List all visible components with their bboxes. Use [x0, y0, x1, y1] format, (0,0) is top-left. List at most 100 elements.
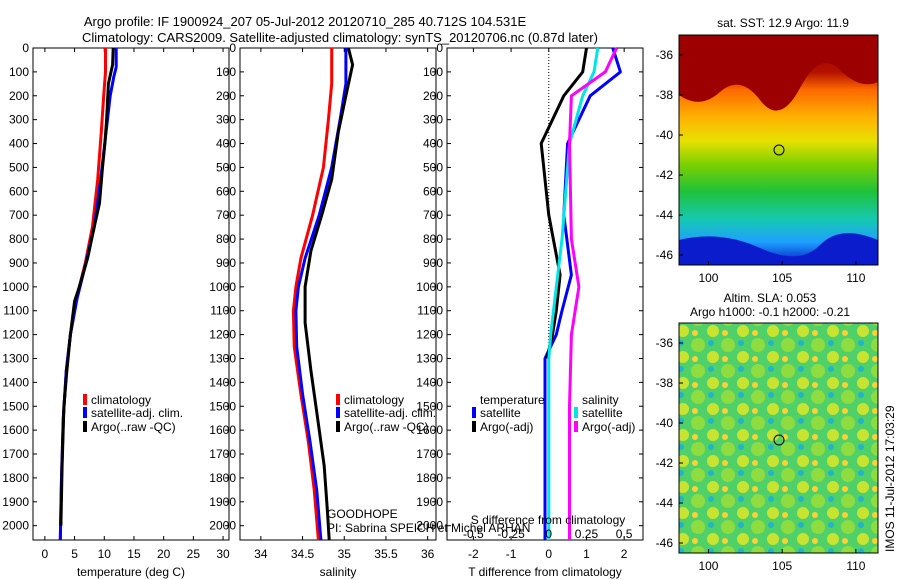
depth-tick-label: 500 [423, 160, 443, 174]
lon-tick-label: 105 [772, 559, 792, 573]
lat-tick-label: -40 [656, 416, 674, 430]
lat-tick-label: -44 [656, 208, 674, 222]
legend-swatch-argo [83, 421, 87, 432]
series-line-argo-raw-qc- [59, 47, 115, 526]
depth-tick-label: 400 [9, 137, 29, 151]
depth-tick-label: 1100 [210, 304, 236, 318]
temperature-xlabel: temperature (deg C) [77, 565, 185, 579]
depth-tick-label: 2000 [209, 519, 236, 533]
depth-tick-label: 200 [216, 89, 236, 103]
depth-tick-label: 300 [216, 113, 236, 127]
x-tick-label: 35 [338, 547, 352, 561]
depth-tick-label: 1800 [2, 471, 29, 485]
project-name: GOODHOPE [327, 507, 398, 521]
depth-tick-label: 400 [216, 137, 236, 151]
legend-label-climatology: climatology [91, 393, 151, 407]
depth-tick-label: 500 [9, 160, 29, 174]
x-tick-label: -2 [468, 547, 479, 561]
lon-tick-label: 105 [772, 271, 792, 285]
depth-tick-label: 1200 [2, 328, 29, 342]
depth-tick-label: 1900 [416, 495, 443, 509]
depth-tick-label: 1900 [2, 495, 29, 509]
temperature-plot-frame [32, 47, 230, 541]
depth-tick-label: 1800 [209, 471, 236, 485]
depth-tick-label: 900 [216, 256, 236, 270]
x-tick-label: 35.5 [374, 547, 398, 561]
sst-cold-patch [679, 233, 878, 265]
legend-swatch-climatology [336, 394, 340, 405]
sla-map-image [679, 323, 878, 553]
lat-tick-label: -44 [656, 496, 674, 510]
depth-tick-label: 100 [9, 65, 29, 79]
sla-map-title-line1: Altim. SLA: 0.053 [724, 291, 817, 305]
sst-map-frame [678, 34, 879, 266]
series-line-argo-raw-qc- [303, 47, 355, 541]
series-line-satellite [547, 47, 600, 540]
depth-tick-label: 1700 [2, 447, 29, 461]
depth-tick-label: 1600 [416, 423, 443, 437]
legend-swatch-s-argo [574, 421, 578, 432]
top-x-tick-label: 0.25 [575, 527, 599, 541]
depth-tick-label: 800 [423, 232, 443, 246]
depth-tick-label: 1500 [2, 399, 29, 413]
lon-tick-label: 110 [846, 271, 865, 285]
x-tick-label: 25 [187, 547, 201, 561]
legend-swatch-argo [336, 421, 340, 432]
legend-label-climatology: climatology [344, 393, 404, 407]
x-tick-label: 20 [157, 547, 171, 561]
depth-tick-label: 1300 [416, 351, 443, 365]
temperature-panel: 0 5 10 15 20 25 30 temperature (deg C) climato… [32, 47, 230, 579]
lat-tick-label: -36 [656, 336, 674, 350]
x-tick-label: 34.5 [291, 547, 315, 561]
difference-xlabel: T difference from climatology [468, 565, 622, 579]
x-tick-label: 30 [216, 547, 230, 561]
depth-tick-label: 1800 [416, 471, 443, 485]
depth-tick-label: 300 [9, 113, 29, 127]
depth-tick-label: 1400 [209, 375, 236, 389]
legend-title-temperature: temperature [480, 393, 545, 407]
series-line-climatology [291, 48, 334, 541]
depth-tick-label: 1300 [2, 351, 29, 365]
lat-tick-label: -42 [656, 168, 674, 182]
depth-tick-label: 0 [229, 41, 236, 55]
depth-tick-label: 200 [9, 89, 29, 103]
depth-tick-label: 0 [22, 41, 29, 55]
x-tick-label: 0 [42, 547, 49, 561]
depth-tick-label: 1700 [209, 447, 236, 461]
top-x-tick-label: 0 [545, 527, 552, 541]
depth-tick-label: 1000 [416, 280, 443, 294]
salinity-legend: climatology satellite-adj. clim. Argo(..… [336, 393, 436, 434]
sst-warm-front [679, 35, 878, 111]
depth-tick-label: 1400 [2, 375, 29, 389]
legend-label-argo: Argo(..raw -QC) [91, 420, 176, 434]
figure-title-line1: Argo profile: IF 1900924_207 05-Jul-2012… [84, 14, 527, 29]
depth-tick-label: 400 [423, 137, 443, 151]
depth-tick-label: 900 [423, 256, 443, 270]
depth-tick-label: 700 [216, 208, 236, 222]
temperature-legend: climatology satellite-adj. clim. Argo(..… [83, 393, 183, 434]
x-tick-label: 10 [98, 547, 112, 561]
depth-tick-label: 1600 [209, 423, 236, 437]
x-tick-label: 34 [254, 547, 268, 561]
lon-tick-label: 100 [698, 271, 718, 285]
top-x-tick-label: 0.5 [616, 527, 633, 541]
depth-tick-label: 700 [9, 208, 29, 222]
sla-map: Altim. SLA: 0.053 Argo h1000: -0.1 h2000… [656, 291, 879, 573]
x-tick-label: 2 [621, 547, 628, 561]
project-pi: PI: Sabrina SPEICH et Michel ARHAN [327, 521, 530, 535]
depth-tick-label: 1500 [209, 399, 236, 413]
legend-title-salinity: salinity [582, 393, 619, 407]
sst-map-title: sat. SST: 12.9 Argo: 11.9 [717, 16, 849, 30]
legend-label-argo: Argo(..raw -QC) [344, 420, 429, 434]
depth-tick-label: 700 [423, 208, 443, 222]
lat-tick-label: -38 [656, 376, 674, 390]
depth-tick-label: 1300 [209, 351, 236, 365]
legend-swatch-climatology [83, 394, 87, 405]
depth-tick-label: 100 [423, 65, 443, 79]
salinity-plot-frame [239, 47, 437, 541]
sla-map-title-line2: Argo h1000: -0.1 h2000: -0.21 [690, 305, 850, 319]
x-tick-label: 5 [71, 547, 78, 561]
imos-timestamp: IMOS 11-Jul-2012 17:03:29 [883, 405, 897, 552]
legend-label-t-argo: Argo(-adj) [480, 420, 533, 434]
